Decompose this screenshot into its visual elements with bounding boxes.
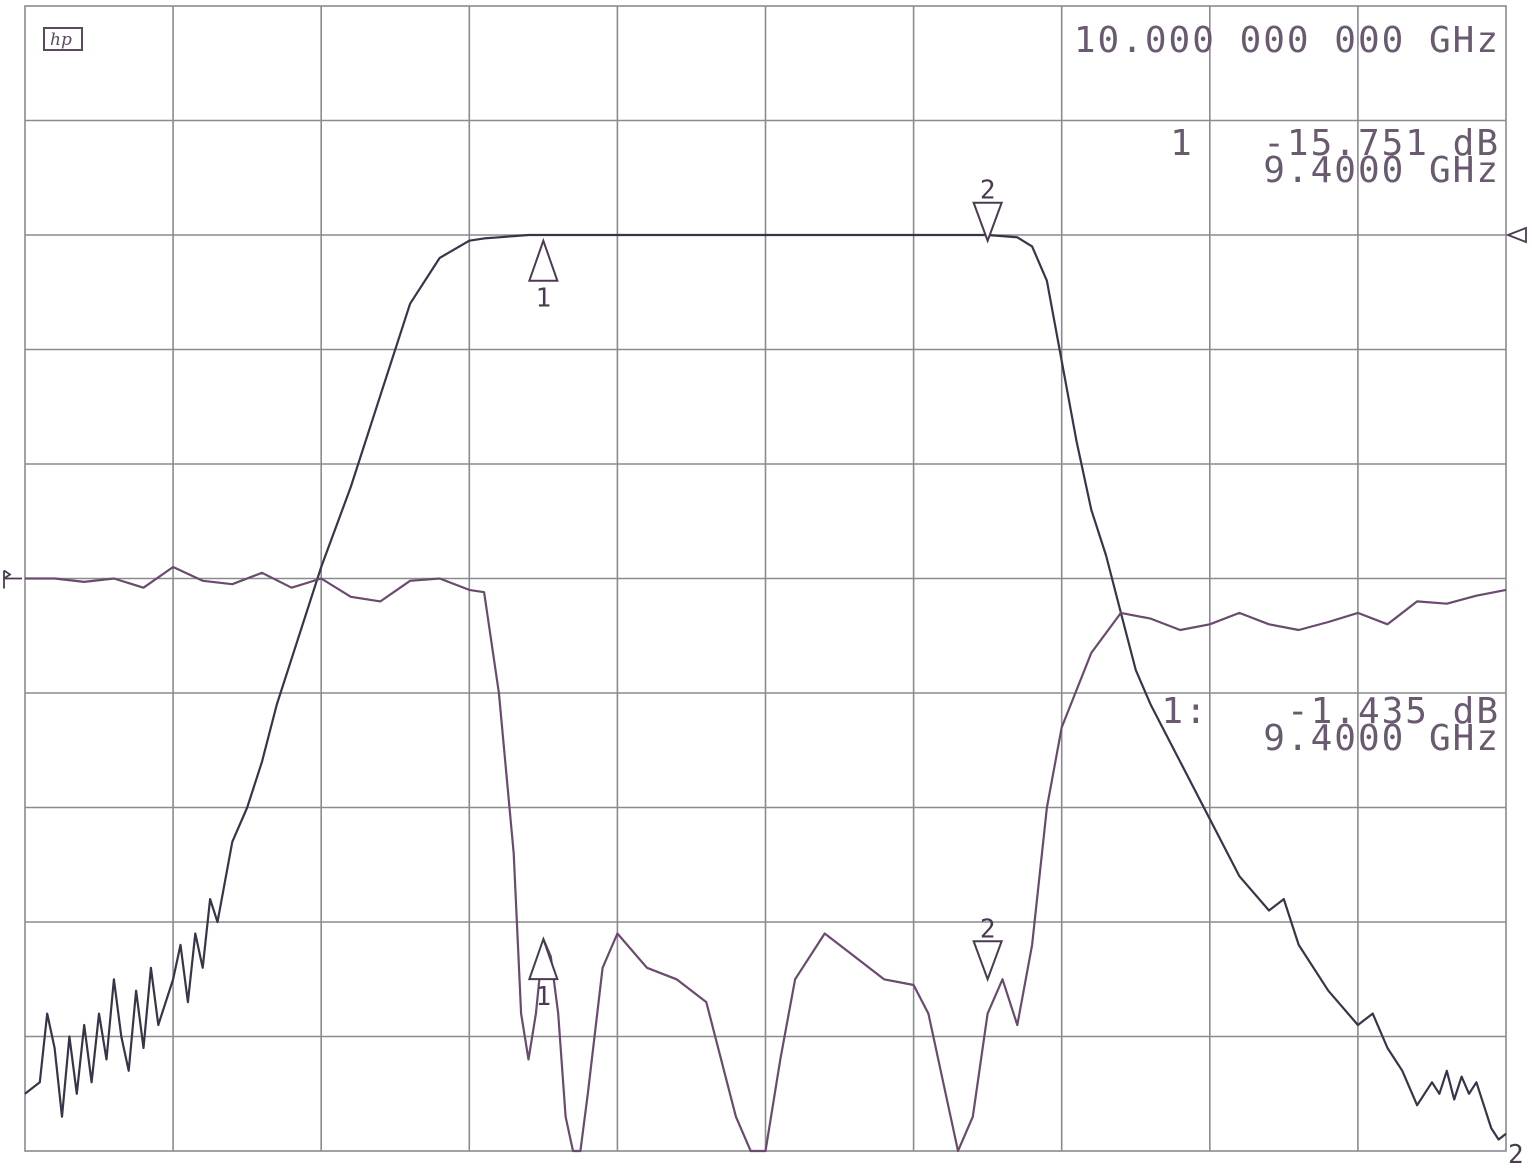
reference-markers: 2	[3, 226, 1527, 1168]
hp-logo-text: hp	[50, 30, 72, 50]
trace1-marker-value: -15.751 dB	[1263, 123, 1500, 164]
marker-2-transmission: 2	[972, 176, 1004, 244]
hp-logo: hp	[43, 27, 83, 51]
trace1-marker-frequency: 9.4000 GHz	[1263, 150, 1500, 191]
marker-2-reflection: 2	[972, 914, 1004, 983]
marker-triangle-down-icon	[972, 201, 1004, 244]
center-frequency-readout: 10.000 000 000 GHz	[1074, 20, 1500, 61]
trace2-marker-value: -1.435 dB	[1287, 691, 1500, 732]
trace2-marker-label: 1:	[1161, 691, 1208, 732]
marker-number: 1	[536, 982, 552, 1012]
marker-triangle-down-icon	[972, 940, 1004, 983]
marker-1-reflection: 1	[527, 936, 559, 1012]
trace1-marker-label: 1	[1170, 123, 1194, 164]
marker-number: 2	[980, 176, 996, 206]
marker-number: 2	[980, 914, 996, 944]
transmission-trace	[24, 233, 1507, 1141]
marker-number: 1	[536, 284, 552, 314]
markers: 1 2 1 2	[527, 176, 1004, 1012]
traces	[24, 233, 1507, 1153]
trace2-marker-frequency: 9.4000 GHz	[1263, 718, 1500, 759]
reference-arrow-icon	[1505, 226, 1527, 244]
reflection-trace	[25, 565, 1507, 1153]
reference-flag-1-icon	[3, 569, 22, 589]
reference-label-2: 2	[1508, 1140, 1524, 1168]
marker-triangle-up-icon	[527, 237, 559, 282]
graticule	[24, 5, 1507, 1152]
marker-1-transmission: 1	[527, 237, 559, 314]
marker-triangle-up-icon	[527, 936, 559, 981]
